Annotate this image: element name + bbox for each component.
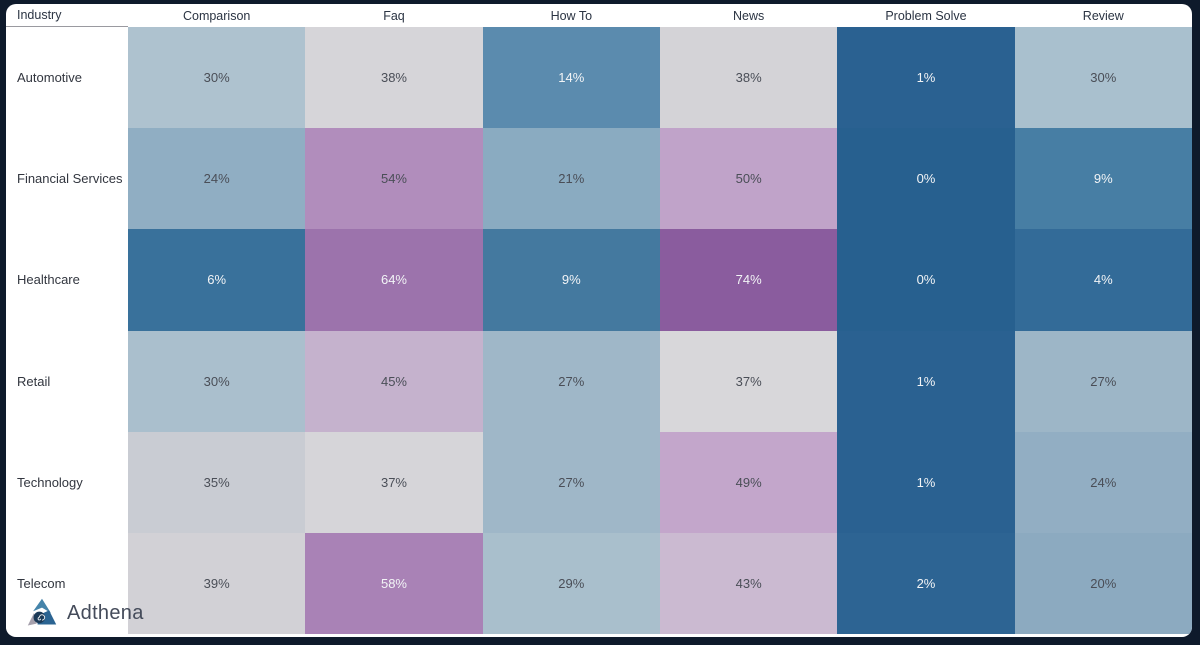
heatmap-cell-financial-services-review[interactable]: 9% xyxy=(1014,128,1192,230)
heatmap-cell-technology-news[interactable]: 49% xyxy=(659,431,838,533)
heatmap-cell-financial-services-faq[interactable]: 54% xyxy=(305,128,483,230)
table-row-automotive: Automotive 30% 38% 14% 38% 1% 30% xyxy=(6,27,1192,129)
row-label-retail[interactable]: Retail xyxy=(6,330,128,432)
table-row-financial-services: Financial Services 24% 54% 21% 50% 0% 9% xyxy=(6,128,1192,230)
column-header-faq[interactable]: Faq xyxy=(383,8,405,23)
row-label-financial-services[interactable]: Financial Services xyxy=(6,128,128,230)
heatmap-cell-healthcare-problem-solve[interactable]: 0% xyxy=(837,229,1015,331)
heatmap-cell-telecom-problem-solve[interactable]: 2% xyxy=(837,532,1015,635)
table-row-telecom: Telecom 39% 58% 29% 43% 2% 20% xyxy=(6,532,1192,635)
heatmap-cell-retail-how-to[interactable]: 27% xyxy=(482,330,660,432)
heatmap-cell-telecom-faq[interactable]: 58% xyxy=(305,532,483,635)
heatmap-cell-healthcare-review[interactable]: 4% xyxy=(1014,229,1192,331)
column-header-how-to[interactable]: How To xyxy=(550,8,593,23)
heatmap-cell-automotive-how-to[interactable]: 14% xyxy=(482,27,660,129)
row-label-healthcare[interactable]: Healthcare xyxy=(6,229,128,331)
heatmap-cell-telecom-review[interactable]: 20% xyxy=(1014,532,1192,635)
row-label-telecom[interactable]: Telecom xyxy=(6,532,128,635)
adthena-triangle-icon xyxy=(26,598,58,628)
heatmap-cell-telecom-news[interactable]: 43% xyxy=(659,532,838,635)
heatmap-cell-automotive-review[interactable]: 30% xyxy=(1014,27,1192,129)
column-header-comparison[interactable]: Comparison xyxy=(182,8,251,23)
heatmap-cell-financial-services-news[interactable]: 50% xyxy=(659,128,838,230)
heatmap-cell-automotive-problem-solve[interactable]: 1% xyxy=(837,27,1015,129)
heatmap-cell-retail-faq[interactable]: 45% xyxy=(305,330,483,432)
heatmap-cell-financial-services-problem-solve[interactable]: 0% xyxy=(837,128,1015,230)
heatmap-cell-retail-comparison[interactable]: 30% xyxy=(128,330,306,432)
heatmap-cell-technology-problem-solve[interactable]: 1% xyxy=(837,431,1015,533)
column-header-news[interactable]: News xyxy=(733,8,765,23)
heatmap-cell-technology-review[interactable]: 24% xyxy=(1014,431,1192,533)
logo-text: Adthena xyxy=(67,601,144,624)
heatmap-cell-automotive-comparison[interactable]: 30% xyxy=(128,27,306,129)
heatmap-cell-healthcare-how-to[interactable]: 9% xyxy=(482,229,660,331)
dashboard-card: Industry Comparison Faq How To News Problem … xyxy=(6,4,1192,637)
heatmap-cell-telecom-how-to[interactable]: 29% xyxy=(482,532,660,635)
adthena-logo: Adthena xyxy=(26,598,144,628)
table-row-technology: Technology 35% 37% 27% 49% 1% 24% xyxy=(6,431,1192,533)
heatmap-cell-automotive-news[interactable]: 38% xyxy=(659,27,838,129)
heatmap-cell-automotive-faq[interactable]: 38% xyxy=(305,27,483,129)
heatmap-cell-healthcare-comparison[interactable]: 6% xyxy=(128,229,306,331)
heatmap-cell-financial-services-how-to[interactable]: 21% xyxy=(482,128,660,230)
table-row-retail: Retail 30% 45% 27% 37% 1% 27% xyxy=(6,330,1192,432)
heatmap-cell-retail-review[interactable]: 27% xyxy=(1014,330,1192,432)
heatmap-cell-financial-services-comparison[interactable]: 24% xyxy=(128,128,306,230)
row-label-automotive[interactable]: Automotive xyxy=(6,27,128,129)
heatmap-cell-retail-problem-solve[interactable]: 1% xyxy=(837,330,1015,432)
heatmap-cell-healthcare-news[interactable]: 74% xyxy=(659,229,838,331)
heatmap-cell-retail-news[interactable]: 37% xyxy=(659,330,838,432)
header-row: Industry Comparison Faq How To News Problem … xyxy=(6,4,1192,27)
column-headers: Comparison Faq How To News Problem Solve Revi… xyxy=(128,4,1192,27)
heatmap-cell-technology-how-to[interactable]: 27% xyxy=(482,431,660,533)
column-header-review[interactable]: Review xyxy=(1082,8,1124,23)
column-header-problem-solve[interactable]: Problem Solve xyxy=(885,8,967,23)
heatmap-cell-healthcare-faq[interactable]: 64% xyxy=(305,229,483,331)
row-label-technology[interactable]: Technology xyxy=(6,431,128,533)
heatmap-cell-technology-comparison[interactable]: 35% xyxy=(128,431,306,533)
heatmap-cell-telecom-comparison[interactable]: 39% xyxy=(128,532,306,635)
column-header-industry[interactable]: Industry xyxy=(6,4,128,27)
heatmap-cell-technology-faq[interactable]: 37% xyxy=(305,431,483,533)
table-row-healthcare: Healthcare 6% 64% 9% 74% 0% 4% xyxy=(6,229,1192,331)
heatmap-grid: Automotive 30% 38% 14% 38% 1% 30% Financial Ser… xyxy=(6,27,1192,635)
